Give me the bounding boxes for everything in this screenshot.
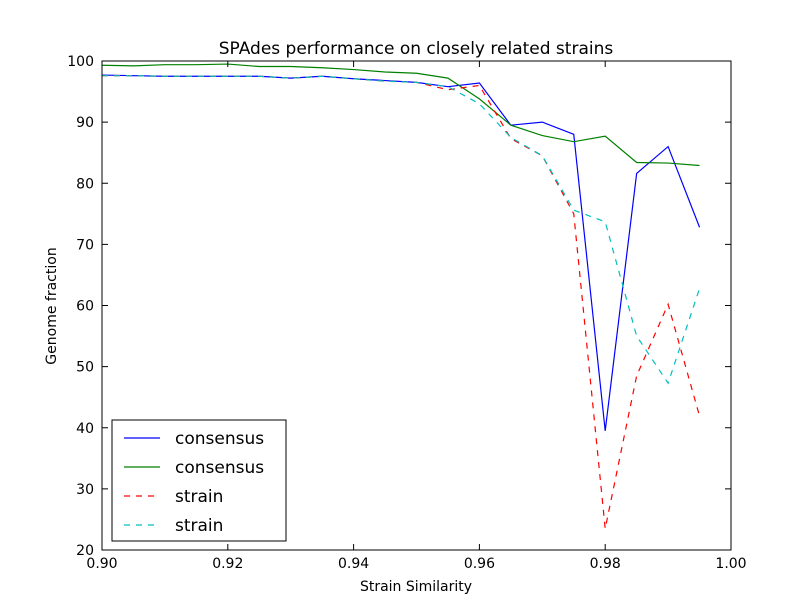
y-axis: 20 30 40 50 60 70 80 90 100 (67, 54, 731, 559)
plot-area (102, 63, 701, 529)
legend-label: strain (175, 487, 223, 507)
y-axis-title: Genome fraction (44, 247, 60, 364)
series-layer (102, 63, 701, 529)
x-axis: 0.90 0.92 0.94 0.96 0.98 1.00 (86, 61, 747, 572)
legend-label: consensus (175, 458, 264, 478)
y-tick-label: 90 (76, 115, 94, 131)
y-tick-label: 70 (76, 237, 94, 253)
legend-box (111, 419, 287, 542)
series-line-2 (102, 63, 700, 167)
y-tick-label: 80 (76, 176, 94, 192)
series-line-4 (102, 75, 701, 385)
y-tick-label: 50 (76, 360, 94, 376)
legend-label: consensus (175, 429, 264, 449)
x-tick-label: 0.92 (212, 556, 243, 572)
x-tick-label: 0.96 (464, 556, 495, 572)
y-tick-label: 20 (76, 543, 94, 559)
legend: consensus consensus strain strain (111, 419, 287, 542)
chart-title: SPAdes performance on closely related st… (219, 39, 614, 59)
x-tick-label: 0.90 (86, 556, 117, 572)
x-axis-title: Strain Similarity (360, 579, 472, 595)
y-tick-label: 100 (67, 54, 94, 70)
x-tick-label: 1.00 (715, 556, 746, 572)
x-tick-label: 0.94 (338, 556, 369, 572)
y-tick-label: 60 (76, 299, 94, 315)
x-tick-label: 0.98 (590, 556, 621, 572)
y-tick-label: 30 (76, 482, 94, 498)
y-tick-label: 40 (76, 421, 94, 437)
legend-label: strain (175, 516, 223, 536)
